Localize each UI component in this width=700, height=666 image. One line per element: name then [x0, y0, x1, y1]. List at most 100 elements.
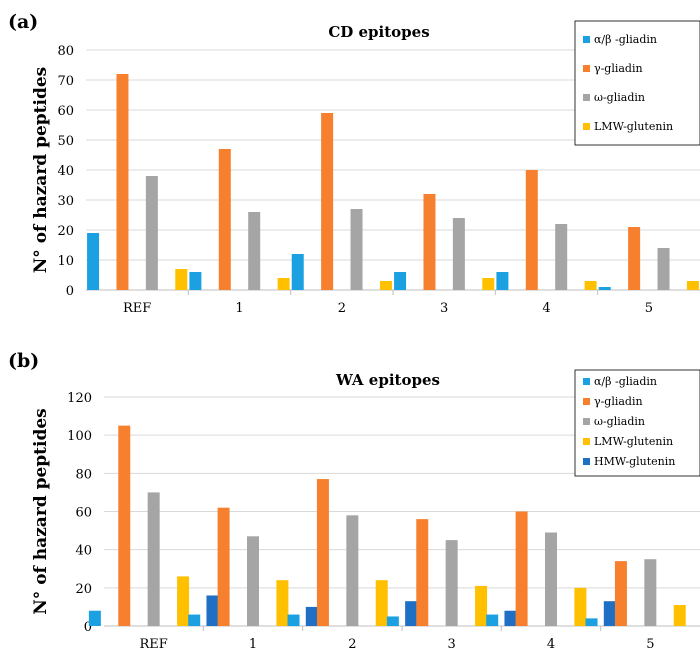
x-tick-label: 2: [348, 637, 356, 652]
y-tick-label: 60: [75, 506, 92, 521]
y-tick-label: 0: [84, 620, 92, 635]
y-tick-label: 80: [75, 467, 92, 482]
bar: [189, 272, 202, 290]
bar: [218, 149, 231, 290]
y-tick-label: 20: [75, 582, 92, 597]
legend-entry: LMW-glutenin: [594, 120, 673, 133]
bar: [116, 74, 129, 290]
y-tick-label: 60: [57, 104, 74, 119]
legend-entry: ω-gliadin: [594, 91, 645, 104]
x-tick-label: REF: [123, 301, 151, 316]
chart-panel-a: (a) CD epitopes N° of hazard peptides 0 10 20…: [8, 11, 700, 316]
y-tick-label: 80: [57, 44, 74, 59]
bar: [147, 492, 160, 626]
bar: [188, 614, 201, 626]
legend-swatch: [583, 418, 590, 425]
bar: [423, 194, 436, 290]
y-tick-label: 100: [67, 429, 92, 444]
x-tick-label: 5: [646, 637, 654, 652]
bar: [657, 248, 670, 290]
x-tick-label: 2: [338, 301, 346, 316]
bar: [525, 170, 538, 290]
bar: [644, 559, 657, 626]
panel-label: (b): [8, 350, 39, 372]
legend-entry: LMW-glutenin: [594, 435, 673, 448]
bar: [405, 601, 418, 626]
bar: [585, 618, 598, 626]
legend-swatch: [583, 438, 590, 445]
legend-swatch: [583, 458, 590, 465]
bar: [386, 616, 399, 626]
bar: [87, 233, 100, 290]
bar: [504, 610, 517, 626]
bar: [574, 587, 587, 626]
legend-swatch: [583, 123, 590, 130]
bar: [375, 580, 388, 626]
chart-title: WA epitopes: [335, 371, 440, 389]
chart-panel-b: (b) WA epitopes N° of hazard peptides 0 20 40…: [8, 350, 700, 652]
bar: [673, 605, 686, 626]
x-tick-label: 3: [440, 301, 448, 316]
bar: [394, 272, 407, 290]
legend-swatch: [583, 65, 590, 72]
bar: [584, 281, 597, 290]
x-tick-label: 4: [547, 637, 555, 652]
legend-entry: γ-gliadin: [594, 395, 643, 408]
bar: [445, 540, 458, 626]
y-tick-label: 50: [57, 134, 74, 149]
bar: [276, 580, 289, 626]
x-tick-label: 1: [235, 301, 243, 316]
legend: α/β -gliadin γ-gliadin ω-gliadin LMW-gluten…: [574, 369, 700, 477]
bar: [416, 519, 429, 626]
bar: [88, 610, 101, 626]
bar: [206, 595, 219, 626]
chart-title: CD epitopes: [328, 23, 429, 41]
y-tick-label: 40: [57, 164, 74, 179]
y-tick-label: 0: [66, 284, 74, 299]
bar: [321, 113, 334, 290]
bar: [291, 254, 304, 290]
legend-box: [574, 20, 700, 146]
legend-entry: α/β -gliadin: [594, 33, 657, 46]
y-axis-label: N° of hazard peptides: [31, 67, 51, 274]
legend-entry: ω-gliadin: [594, 415, 645, 428]
legend-swatch: [583, 398, 590, 405]
legend-box: [574, 369, 700, 477]
bar: [379, 281, 392, 290]
bar: [305, 606, 318, 626]
bar: [118, 425, 131, 626]
legend-swatch: [583, 94, 590, 101]
bar: [598, 287, 611, 290]
legend-swatch: [583, 36, 590, 43]
legend-entry: α/β -gliadin: [594, 375, 657, 388]
bar: [145, 176, 158, 290]
legend-swatch: [583, 378, 590, 385]
bar: [175, 269, 188, 290]
y-tick-label: 30: [57, 194, 74, 209]
bar: [350, 209, 363, 290]
y-tick-label: 40: [75, 544, 92, 559]
bar: [316, 479, 329, 626]
bar: [346, 515, 359, 626]
bar: [177, 576, 190, 626]
y-tick-label: 10: [57, 254, 74, 269]
y-tick-label: 20: [57, 224, 74, 239]
bar: [475, 585, 488, 626]
legend: α/β -gliadin γ-gliadin ω-gliadin LMW-gluten…: [574, 20, 700, 146]
bar: [545, 532, 557, 626]
bar: [628, 227, 641, 290]
x-tick-label: REF: [140, 637, 168, 652]
x-tick-label: 3: [448, 637, 456, 652]
legend-entry: γ-gliadin: [594, 62, 643, 75]
bar: [614, 561, 627, 626]
y-tick-label: 120: [67, 391, 92, 406]
panel-label: (a): [8, 11, 38, 33]
bar: [603, 601, 616, 626]
bar: [515, 511, 528, 626]
x-tick-label: 4: [542, 301, 550, 316]
bar: [287, 614, 300, 626]
bar: [248, 212, 261, 290]
bar: [277, 278, 290, 290]
bar: [482, 278, 495, 290]
